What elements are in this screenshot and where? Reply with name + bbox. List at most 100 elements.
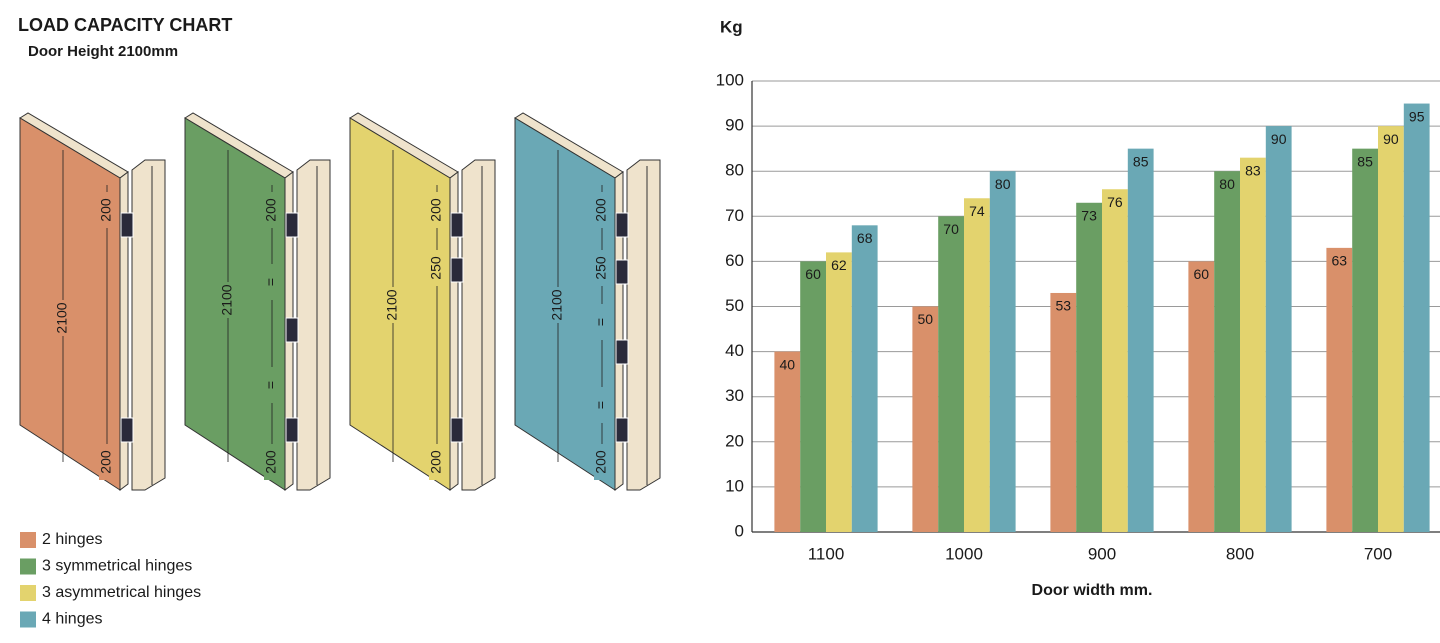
bar bbox=[989, 171, 1016, 532]
y-tick-label: 20 bbox=[725, 431, 744, 450]
dimension-label-bg bbox=[594, 444, 610, 480]
value-label: 74 bbox=[969, 203, 985, 219]
bar bbox=[912, 306, 939, 532]
x-tick-label: 800 bbox=[1226, 544, 1254, 563]
value-label: 70 bbox=[943, 221, 959, 237]
dimension-label: 2100 bbox=[54, 302, 70, 333]
value-label: 62 bbox=[831, 257, 847, 273]
hinge bbox=[285, 212, 299, 238]
y-tick-label: 100 bbox=[716, 70, 744, 89]
legend-label: 3 asymmetrical hinges bbox=[42, 584, 201, 601]
dimension-label: 250 bbox=[593, 256, 609, 280]
hinge bbox=[615, 339, 629, 365]
dimension-label-bg bbox=[220, 282, 236, 318]
door-illustration: 2100 200 250 200 bbox=[349, 112, 496, 491]
hinge bbox=[615, 212, 629, 238]
value-label: 63 bbox=[1332, 253, 1348, 269]
dimension-label: = bbox=[593, 318, 609, 326]
dimension-label: 250 bbox=[428, 256, 444, 280]
chart-title: LOAD CAPACITY CHART bbox=[18, 15, 232, 35]
hinge bbox=[450, 212, 464, 238]
bar bbox=[851, 225, 878, 532]
bar bbox=[1403, 103, 1430, 533]
value-label: 76 bbox=[1107, 194, 1123, 210]
y-tick-label: 50 bbox=[725, 296, 744, 315]
value-label: 40 bbox=[780, 356, 796, 372]
dimension-label-bg bbox=[264, 264, 280, 300]
dimension-label-bg bbox=[55, 300, 71, 336]
value-label: 85 bbox=[1133, 153, 1149, 169]
dimension-label: 200 bbox=[263, 450, 279, 474]
door-frame-back bbox=[131, 159, 166, 491]
dimension-label-bg bbox=[385, 287, 401, 323]
value-label: 53 bbox=[1056, 298, 1072, 314]
legend-swatch bbox=[20, 532, 36, 548]
x-axis-label: Door width mm. bbox=[1032, 582, 1153, 599]
y-tick-label: 60 bbox=[725, 251, 744, 270]
bar bbox=[1265, 126, 1292, 532]
bar bbox=[938, 216, 964, 533]
hinge bbox=[615, 259, 629, 285]
door-illustration: 2100 200 250 = = 200 bbox=[514, 112, 661, 491]
bar bbox=[800, 261, 826, 532]
y-tick-label: 10 bbox=[725, 476, 744, 495]
door-frame-back bbox=[296, 159, 331, 491]
hinge bbox=[285, 417, 299, 443]
value-label: 80 bbox=[995, 176, 1011, 192]
bar bbox=[964, 198, 990, 532]
value-label: 83 bbox=[1245, 162, 1261, 178]
dimension-label-bg bbox=[264, 367, 280, 403]
dimension-label-bg bbox=[264, 444, 280, 480]
dimension-label: 200 bbox=[428, 450, 444, 474]
value-label: 90 bbox=[1383, 131, 1399, 147]
dimension-label: 200 bbox=[98, 450, 114, 474]
value-label: 68 bbox=[857, 230, 873, 246]
y-tick-label: 80 bbox=[725, 161, 744, 180]
x-tick-label: 1000 bbox=[945, 544, 983, 563]
dimension-label: = bbox=[263, 381, 279, 389]
dimension-label-bg bbox=[594, 192, 610, 228]
x-tick-label: 700 bbox=[1364, 544, 1392, 563]
y-tick-label: 40 bbox=[725, 341, 744, 360]
bar bbox=[1127, 148, 1154, 532]
dimension-label: 2100 bbox=[549, 289, 565, 320]
door-frame-back bbox=[461, 159, 496, 491]
value-label: 60 bbox=[1194, 266, 1210, 282]
dimension-label: 200 bbox=[593, 450, 609, 474]
bar bbox=[1050, 292, 1077, 532]
bar bbox=[826, 252, 852, 532]
door-frame-back bbox=[626, 159, 661, 491]
bar bbox=[1214, 171, 1240, 532]
value-label: 95 bbox=[1409, 108, 1425, 124]
bar bbox=[1240, 157, 1266, 533]
value-label: 85 bbox=[1357, 153, 1373, 169]
dimension-label-bg bbox=[429, 250, 445, 286]
value-label: 73 bbox=[1081, 207, 1097, 223]
dimension-label-bg bbox=[99, 444, 115, 480]
hinge bbox=[450, 257, 464, 283]
dimension-label: 200 bbox=[98, 198, 114, 222]
y-axis-label: Kg bbox=[720, 17, 743, 36]
chart-subtitle: Door Height 2100mm bbox=[28, 43, 178, 60]
dimension-label-bg bbox=[594, 250, 610, 286]
dimension-label-bg bbox=[264, 192, 280, 228]
door-illustration: 2100 200 200 bbox=[19, 112, 166, 491]
bar bbox=[774, 351, 801, 532]
hinge bbox=[285, 317, 299, 343]
value-label: 50 bbox=[918, 311, 934, 327]
dimension-label: 2100 bbox=[219, 284, 235, 315]
bar bbox=[1102, 189, 1128, 533]
hinge bbox=[615, 417, 629, 443]
value-label: 80 bbox=[1219, 176, 1235, 192]
legend-swatch bbox=[20, 585, 36, 601]
dimension-label-bg bbox=[550, 287, 566, 323]
bar bbox=[1326, 247, 1353, 532]
dimension-label: = bbox=[593, 401, 609, 409]
hinge bbox=[120, 417, 134, 443]
dimension-label-bg bbox=[594, 387, 610, 423]
legend-label: 2 hinges bbox=[42, 531, 103, 548]
dimension-label: 200 bbox=[428, 198, 444, 222]
dimension-label: 2100 bbox=[384, 289, 400, 320]
bar bbox=[1076, 202, 1102, 532]
